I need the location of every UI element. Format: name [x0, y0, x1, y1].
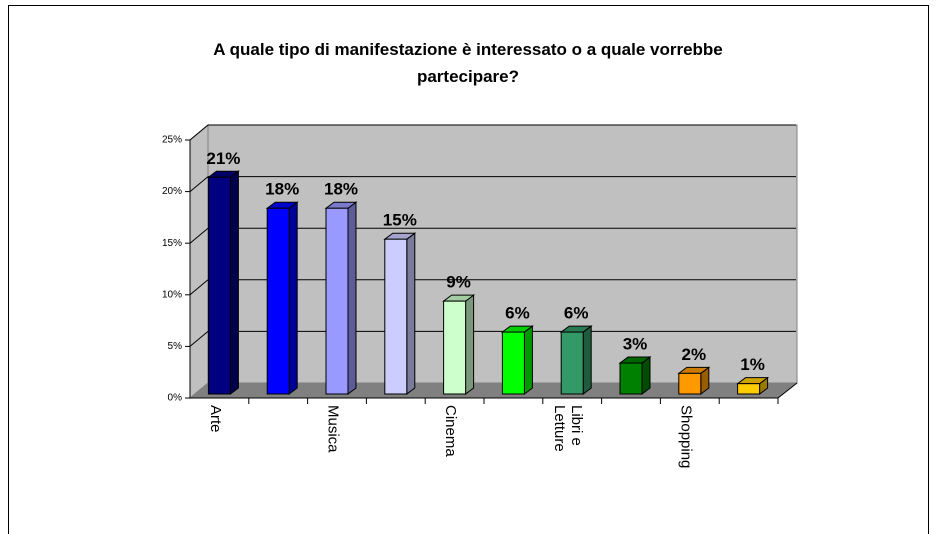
y-tick-label: 20% — [162, 186, 182, 197]
bar — [383, 232, 417, 395]
bar — [559, 325, 593, 395]
bar-front — [443, 300, 467, 395]
y-tick-label: 5% — [168, 341, 183, 352]
grid-line — [189, 279, 209, 296]
bar — [265, 201, 299, 395]
bar-front — [619, 362, 643, 395]
bar — [442, 294, 476, 395]
bar-front — [384, 238, 408, 395]
x-tick-label: Musica — [324, 405, 342, 453]
bar-front — [737, 383, 761, 395]
grid-line — [189, 227, 209, 244]
bar — [206, 170, 240, 395]
y-tick-label: 10% — [162, 289, 182, 300]
data-label: 2% — [682, 345, 707, 364]
data-label: 6% — [505, 304, 530, 323]
bar-side — [582, 325, 592, 395]
bar-side — [347, 201, 357, 395]
bar-front — [207, 176, 231, 395]
x-tick-label: Cinema — [442, 405, 460, 457]
grid-line — [189, 331, 209, 347]
bar-side — [229, 170, 239, 395]
data-label: 9% — [446, 273, 471, 292]
y-tick-label: 0% — [168, 393, 183, 404]
data-label: 18% — [265, 180, 299, 199]
data-label: 15% — [383, 211, 417, 230]
x-tick-label: Shopping — [677, 405, 695, 469]
grid-line — [189, 176, 209, 192]
data-label: 3% — [623, 335, 648, 354]
bar-side — [465, 294, 475, 395]
bar — [500, 325, 534, 395]
bar-front — [560, 331, 584, 395]
bar-side — [406, 232, 416, 395]
bar-front — [266, 207, 290, 395]
bar-side — [523, 325, 533, 395]
x-tick-label: Arte — [206, 405, 224, 433]
bar — [736, 376, 770, 395]
y-tick-label: 15% — [162, 238, 182, 249]
chart-title: A quale tipo di manifestazione è interes… — [213, 40, 723, 86]
bar-side — [288, 201, 298, 395]
chart-frame — [8, 5, 929, 534]
bar-front — [325, 207, 349, 395]
data-label: 1% — [740, 355, 765, 374]
bar-front — [501, 331, 525, 395]
bar — [677, 366, 711, 395]
bar-front — [678, 372, 702, 395]
side-wall — [189, 123, 209, 400]
bar — [324, 201, 358, 395]
grid-line — [189, 124, 209, 141]
y-tick-label: 25% — [162, 135, 182, 146]
data-label: 21% — [206, 149, 240, 168]
data-label: 6% — [564, 304, 589, 323]
x-tick-label: Libri e Letture — [551, 405, 586, 452]
data-label: 18% — [324, 180, 358, 199]
bar — [618, 356, 652, 395]
